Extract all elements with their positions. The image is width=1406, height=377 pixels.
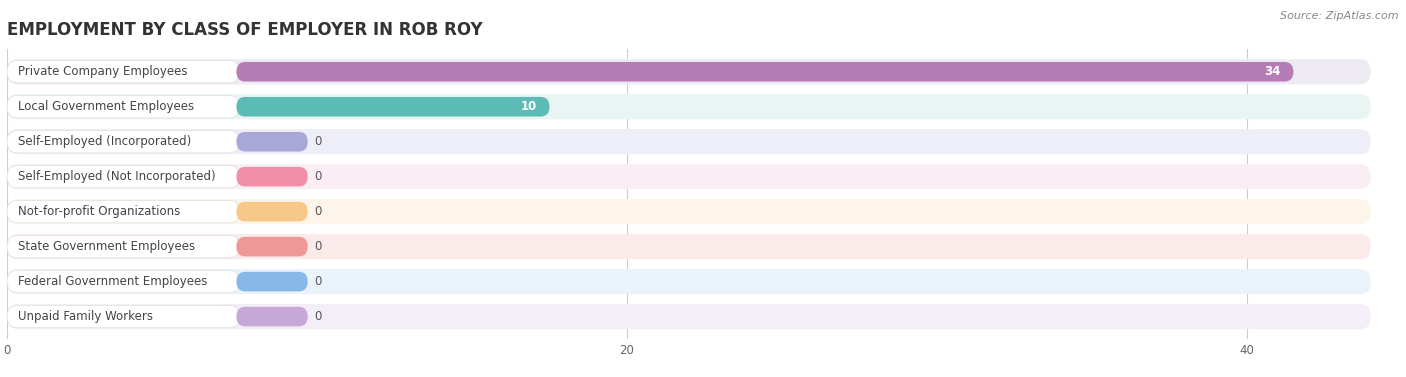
Text: 0: 0 xyxy=(314,170,321,183)
FancyBboxPatch shape xyxy=(236,167,308,187)
Text: Not-for-profit Organizations: Not-for-profit Organizations xyxy=(18,205,180,218)
FancyBboxPatch shape xyxy=(7,305,239,328)
FancyBboxPatch shape xyxy=(7,129,1371,154)
FancyBboxPatch shape xyxy=(236,97,550,116)
Text: 10: 10 xyxy=(520,100,537,113)
FancyBboxPatch shape xyxy=(7,201,239,223)
Text: Local Government Employees: Local Government Employees xyxy=(18,100,194,113)
Text: State Government Employees: State Government Employees xyxy=(18,240,195,253)
FancyBboxPatch shape xyxy=(7,130,239,153)
FancyBboxPatch shape xyxy=(7,199,1371,224)
Text: 0: 0 xyxy=(314,310,321,323)
FancyBboxPatch shape xyxy=(7,304,1371,329)
Text: EMPLOYMENT BY CLASS OF EMPLOYER IN ROB ROY: EMPLOYMENT BY CLASS OF EMPLOYER IN ROB R… xyxy=(7,21,482,39)
Text: 34: 34 xyxy=(1264,65,1281,78)
Text: Federal Government Employees: Federal Government Employees xyxy=(18,275,207,288)
Text: 0: 0 xyxy=(314,275,321,288)
FancyBboxPatch shape xyxy=(7,59,1371,84)
FancyBboxPatch shape xyxy=(7,270,239,293)
FancyBboxPatch shape xyxy=(236,202,308,221)
Text: 0: 0 xyxy=(314,205,321,218)
FancyBboxPatch shape xyxy=(236,62,1294,81)
FancyBboxPatch shape xyxy=(236,237,308,256)
FancyBboxPatch shape xyxy=(7,61,239,83)
Text: Private Company Employees: Private Company Employees xyxy=(18,65,187,78)
Text: Self-Employed (Incorporated): Self-Employed (Incorporated) xyxy=(18,135,191,148)
FancyBboxPatch shape xyxy=(7,166,239,188)
FancyBboxPatch shape xyxy=(236,132,308,152)
FancyBboxPatch shape xyxy=(236,307,308,326)
Text: Self-Employed (Not Incorporated): Self-Employed (Not Incorporated) xyxy=(18,170,215,183)
FancyBboxPatch shape xyxy=(7,234,1371,259)
Text: 0: 0 xyxy=(314,240,321,253)
FancyBboxPatch shape xyxy=(7,95,239,118)
Text: Unpaid Family Workers: Unpaid Family Workers xyxy=(18,310,153,323)
Text: Source: ZipAtlas.com: Source: ZipAtlas.com xyxy=(1281,11,1399,21)
FancyBboxPatch shape xyxy=(7,269,1371,294)
FancyBboxPatch shape xyxy=(7,235,239,258)
FancyBboxPatch shape xyxy=(236,272,308,291)
FancyBboxPatch shape xyxy=(7,164,1371,189)
Text: 0: 0 xyxy=(314,135,321,148)
FancyBboxPatch shape xyxy=(7,94,1371,119)
